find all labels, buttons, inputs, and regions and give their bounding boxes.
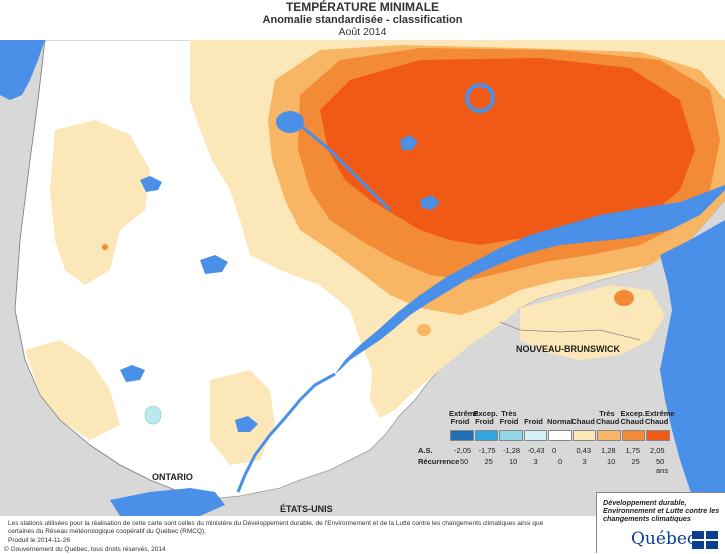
legend-recurrence-value: 50 ans: [656, 457, 669, 475]
legend-swatch: [450, 430, 474, 441]
map-title: TEMPÉRATURE MINIMALE: [285, 0, 440, 14]
footer-copyright: © Gouvernement du Québec, tous droits ré…: [4, 546, 166, 553]
legend-as-value: -1,75: [478, 446, 496, 455]
legend-as-value: 0: [552, 446, 557, 455]
legend-category-label: Extrême Froid: [449, 409, 479, 426]
legend-recurrence-value: 0: [558, 457, 563, 466]
map-date: Août 2014: [338, 26, 387, 38]
footer-produced: Produit le 2014-11-26: [8, 537, 71, 544]
legend-swatch: [474, 430, 498, 441]
legend-swatch: [572, 430, 596, 441]
legend-swatch: [646, 430, 670, 441]
border-ontario: [14, 40, 181, 493]
legend-as-value: -2,05: [454, 446, 472, 455]
label-usa: ÉTATS-UNIS: [280, 504, 333, 514]
legend-swatch: [499, 430, 523, 441]
legend-swatch: [548, 430, 572, 441]
legend-category-label: Excep. Froid: [473, 409, 498, 426]
map: NOUVEAU-BRUNSWICK ONTARIO ÉTATS-UNIS: [0, 40, 725, 516]
james-bay: [0, 40, 45, 100]
legend-as-value: 2,05: [650, 446, 665, 455]
region-warm-dot: [102, 244, 108, 250]
map-subtitle: Anomalie standardisée - classification: [262, 14, 463, 26]
lake-ontario: [110, 488, 225, 516]
legend-recurrence-value: 25: [631, 457, 640, 466]
legend-recurrence-value: 50: [460, 457, 469, 466]
legend-category-label: Normal: [547, 417, 573, 426]
label-new-brunswick: NOUVEAU-BRUNSWICK: [516, 344, 620, 354]
legend-category-label: Extrême Chaud: [645, 409, 675, 426]
region-very-warm-spot: [417, 324, 431, 336]
region-exc-warm-gaspe: [614, 290, 634, 306]
region-warm-south: [210, 370, 275, 465]
legend-category-label: Excep. Chaud: [620, 409, 645, 426]
legend-category-label: Froid: [524, 417, 543, 426]
legend-as-value: -1,28: [503, 446, 521, 455]
fleur-de-lis-icon: [692, 531, 720, 549]
legend-category-label: Chaud: [571, 417, 595, 426]
legend-as-value: 0,43: [576, 446, 592, 455]
legend-as-value: 1,75: [625, 446, 641, 455]
legend-recurrence-value: 10: [607, 457, 616, 466]
brand-box: Développement durable, Environnement et …: [596, 492, 725, 553]
lac-saint-jean: [276, 111, 304, 133]
legend-as-value: 1,28: [601, 446, 616, 455]
legend-recurrence-value: 25: [484, 457, 493, 466]
legend-recurrence-value: 10: [509, 457, 518, 466]
region-cold-spot: [144, 405, 162, 425]
legend-recurrence-value: 3: [582, 457, 587, 466]
legend-swatch: [597, 430, 621, 441]
manicouagan-reservoir: [465, 83, 495, 113]
saguenay-river: [299, 123, 392, 212]
legend-swatch: [523, 430, 547, 441]
region-warm-west: [50, 120, 150, 285]
legend-as-value: -0,43: [527, 446, 545, 455]
legend-category-label: Très Chaud: [596, 409, 620, 426]
footer-note: Les stations utilisées pour la réalisati…: [8, 520, 544, 535]
legend-recurrence-label: Récurrence: [418, 457, 460, 466]
legend-recurrence-value: 3: [533, 457, 538, 466]
border-nb: [499, 321, 641, 341]
legend-swatch: [621, 430, 645, 441]
st-lawrence-river: [236, 372, 336, 493]
legend: A.S. Récurrence Extrême Froid Excep. Froid T…: [418, 409, 675, 476]
brand-ministry: Développement durable, Environnement et …: [603, 498, 720, 523]
legend-category-label: Très Froid: [499, 409, 519, 426]
region-warm-southwest: [25, 340, 120, 440]
footer: Les stations utilisées pour la réalisati…: [0, 517, 725, 553]
brand-name: Québec: [631, 529, 697, 549]
gulf-east: [660, 220, 725, 516]
region-extreme-warm: [320, 58, 695, 245]
label-ontario: ONTARIO: [152, 472, 193, 482]
title-block: TEMPÉRATURE MINIMALE Anomalie standardis…: [0, 0, 725, 40]
st-lawrence-gulf: [335, 185, 725, 374]
legend-as-label: A.S.: [418, 446, 433, 455]
